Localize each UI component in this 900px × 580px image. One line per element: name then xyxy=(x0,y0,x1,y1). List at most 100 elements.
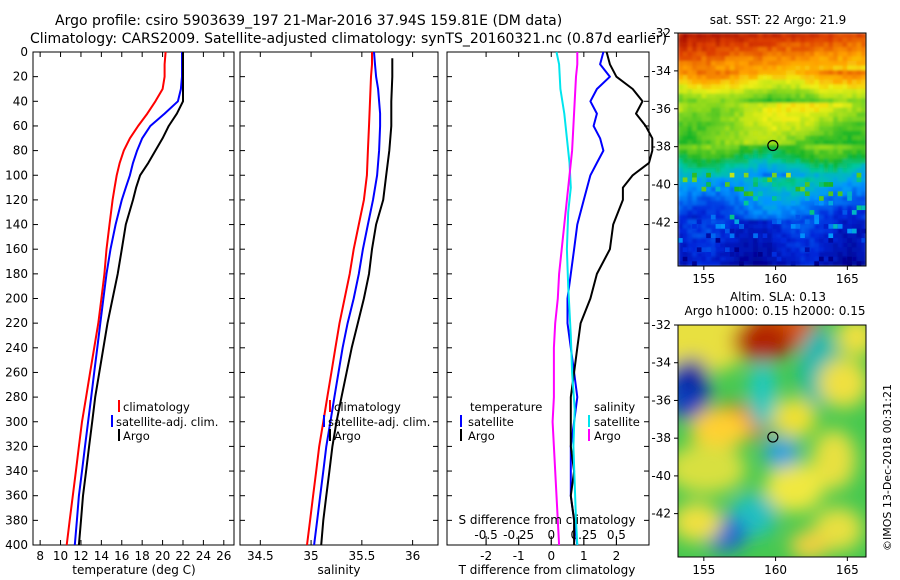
legend-label-temp-satellite: satellite xyxy=(468,415,514,429)
sst-cell xyxy=(715,130,721,137)
sst-cell xyxy=(729,98,735,104)
sst-cell xyxy=(678,42,684,48)
sst-cell xyxy=(861,116,866,123)
sst-cell xyxy=(833,126,839,132)
sst-cell xyxy=(706,177,712,183)
sst-cell xyxy=(710,154,717,160)
sst-cell xyxy=(739,79,745,85)
sst-cell xyxy=(701,88,707,95)
sst-cell xyxy=(837,51,844,57)
sst-cell xyxy=(753,205,759,211)
sst-cell xyxy=(809,168,815,174)
sst-cell xyxy=(856,88,862,95)
sst-cell xyxy=(739,210,745,216)
sst-cell xyxy=(678,149,684,155)
sst-cell xyxy=(800,130,806,137)
sst-cell xyxy=(790,46,797,53)
sst-cell xyxy=(772,79,778,85)
sst-cell xyxy=(729,140,735,146)
sst-cell xyxy=(678,182,684,188)
sst-cell xyxy=(786,98,792,104)
sst-cell xyxy=(696,42,703,48)
sst-cell xyxy=(772,56,778,62)
sst-cell xyxy=(739,51,745,57)
sst-cell xyxy=(743,168,750,174)
sst-cell xyxy=(814,247,820,253)
sst-cell xyxy=(678,256,684,262)
sst-cell xyxy=(687,130,693,137)
sst-cell xyxy=(856,121,862,127)
sst-cell xyxy=(842,121,848,127)
sst-cell xyxy=(701,205,707,211)
sst-cell xyxy=(861,205,866,211)
sst-cell xyxy=(837,88,844,95)
sst-cell xyxy=(734,144,740,151)
sst-cell xyxy=(678,79,684,85)
sst-cell xyxy=(710,116,717,123)
x-tick-label: 20 xyxy=(155,549,170,563)
sst-cell xyxy=(678,135,684,141)
sst-cell xyxy=(861,214,866,220)
sst-cell xyxy=(753,33,759,39)
sst-cell xyxy=(790,56,797,62)
series-line-climatology xyxy=(306,52,373,546)
sla-anomaly-blob xyxy=(689,409,750,450)
sst-cell xyxy=(847,56,853,62)
sst-cell xyxy=(795,116,801,123)
sst-cell xyxy=(706,37,712,43)
sst-cell xyxy=(762,60,768,67)
sst-cell xyxy=(682,51,688,57)
sst-cell xyxy=(715,102,721,109)
sst-cell xyxy=(781,205,787,211)
plot-frame xyxy=(239,51,439,546)
x-tick-label: 16 xyxy=(114,549,129,563)
sst-cell xyxy=(795,144,801,151)
x-tick-label: 1 xyxy=(580,549,588,563)
sst-cell xyxy=(828,252,834,258)
sst-cell xyxy=(809,140,815,146)
sst-cell xyxy=(710,205,717,211)
sst-cell xyxy=(833,112,839,118)
sst-cell xyxy=(687,56,693,62)
sst-cell xyxy=(833,252,839,258)
sst-cell xyxy=(781,46,787,53)
sst-cell xyxy=(725,84,731,90)
sst-cell xyxy=(729,182,735,188)
sst-cell xyxy=(710,219,717,225)
sst-cell xyxy=(696,210,703,216)
sst-cell xyxy=(795,79,801,85)
sst-cell xyxy=(715,56,721,62)
sst-cell xyxy=(856,261,862,266)
sst-cell xyxy=(842,46,848,53)
sst-cell xyxy=(833,256,839,262)
sst-cell xyxy=(861,70,866,76)
sst-cell xyxy=(795,93,801,99)
sst-cell xyxy=(851,126,858,132)
sst-cell xyxy=(725,56,731,62)
sst-cell xyxy=(861,74,866,81)
sst-cell xyxy=(776,74,782,81)
sst-cell xyxy=(814,256,820,262)
sst-cell xyxy=(762,42,768,48)
sst-cell xyxy=(743,88,750,95)
sst-cell xyxy=(715,79,721,85)
sst-cell xyxy=(776,93,782,99)
sst-cell xyxy=(772,233,778,239)
sst-cell xyxy=(800,98,806,104)
sst-cell xyxy=(790,98,797,104)
sst-cell xyxy=(715,60,721,67)
sst-cell xyxy=(800,210,806,216)
sst-cell xyxy=(687,33,693,39)
sst-cell xyxy=(819,121,825,127)
sst-cell xyxy=(682,247,688,253)
sst-cell xyxy=(682,256,688,262)
sst-cell xyxy=(753,233,758,239)
sst-cell xyxy=(682,210,688,216)
sst-cell xyxy=(762,242,768,248)
sst-cell xyxy=(734,228,740,234)
sst-cell xyxy=(696,79,703,85)
sst-cell xyxy=(856,182,862,188)
sst-cell xyxy=(729,65,735,71)
sst-cell xyxy=(851,149,858,155)
sst-cell xyxy=(701,214,707,220)
